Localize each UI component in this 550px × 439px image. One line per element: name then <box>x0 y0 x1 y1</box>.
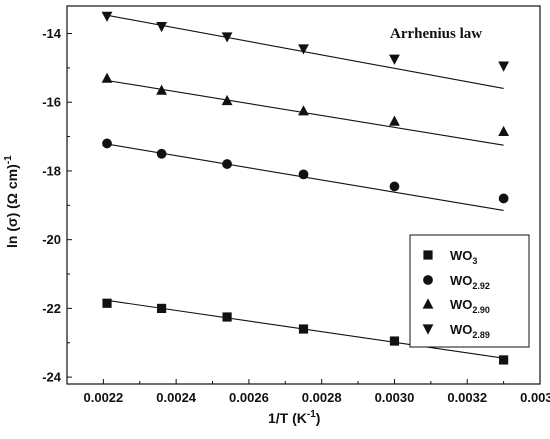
legend-label-2: WO2.92 <box>450 273 490 291</box>
y-tick-label: -16 <box>42 95 61 110</box>
y-tick-label: -20 <box>42 232 61 247</box>
x-tick-label: 0.0028 <box>302 390 342 405</box>
x-tick-label: 0.0024 <box>156 390 197 405</box>
data-point-series-3-5 <box>389 115 400 126</box>
y-axis-label-main: ln (σ) (Ω cm) <box>4 164 20 248</box>
legend-items: WO3 WO2.92 WO2.90 WO2.89 <box>422 248 490 340</box>
x-axis-label-end: ) <box>316 410 321 426</box>
x-axis-label-main: 1/T (K <box>268 410 307 426</box>
data-point-series-2-1 <box>102 138 112 149</box>
data-point-series-1-3 <box>222 312 232 322</box>
x-tick-label: 0.0026 <box>229 390 269 405</box>
data-point-series-3-6 <box>498 125 510 137</box>
y-axis-label-sup: -1 <box>3 155 14 164</box>
y-tick-label: -24 <box>42 370 62 385</box>
data-point-series-4-5 <box>389 54 400 65</box>
x-axis-label: 1/T (K-1) <box>268 409 320 426</box>
legend-marker-4 <box>422 324 434 335</box>
legend: WO3 WO2.92 WO2.90 WO2.89 <box>409 234 530 348</box>
data-point-series-4-1 <box>101 11 113 22</box>
data-point-series-2-2 <box>156 148 167 159</box>
data-point-series-3-1 <box>101 72 113 83</box>
data-point-series-3-3 <box>221 94 233 106</box>
legend-marker-2 <box>423 275 433 285</box>
data-point-series-1-5 <box>389 336 400 346</box>
data-point-series-3-2 <box>156 84 167 95</box>
legend-label-3: WO2.90 <box>450 297 490 315</box>
data-point-series-4-4 <box>298 44 309 55</box>
x-tick-label: 0.0032 <box>447 390 487 405</box>
data-point-series-2-4 <box>298 169 309 180</box>
x-tick-label: 0.0034 <box>520 390 550 405</box>
plot-frame <box>66 5 541 385</box>
axis-ticks-layer: 0.0022 0.0024 0.0026 0.0028 0.0030 0.0032 0.00… <box>42 26 550 405</box>
x-tick-label: 0.0030 <box>375 390 415 405</box>
legend-marker-3 <box>422 298 434 309</box>
data-point-series-1-2 <box>157 303 167 313</box>
data-point-series-2-3 <box>222 159 232 169</box>
data-point-series-2-5 <box>389 181 400 192</box>
legend-marker-1 <box>423 250 433 260</box>
data-point-series-4-3 <box>221 32 233 43</box>
data-point-series-3-4 <box>298 105 309 116</box>
data-point-series-1-1 <box>102 298 112 308</box>
y-tick-label: -18 <box>42 163 61 178</box>
x-tick-label: 0.0022 <box>84 390 124 405</box>
legend-label-1: WO3 <box>450 248 477 266</box>
data-point-series-1-6 <box>499 355 509 365</box>
data-point-series-4-2 <box>156 22 167 33</box>
data-point-series-4-6 <box>498 61 510 72</box>
y-axis-label: ln (σ) (Ω cm)-1 <box>3 155 20 248</box>
legend-label-4: WO2.89 <box>450 322 490 340</box>
data-point-series-1-4 <box>298 324 309 334</box>
x-axis-label-sup: -1 <box>307 409 316 420</box>
data-point-series-2-6 <box>498 193 509 204</box>
y-tick-label: -22 <box>42 301 61 316</box>
data-points-layer <box>101 11 510 365</box>
chart-annotation: Arrhenius law <box>390 26 482 42</box>
y-tick-label: -14 <box>42 26 62 41</box>
